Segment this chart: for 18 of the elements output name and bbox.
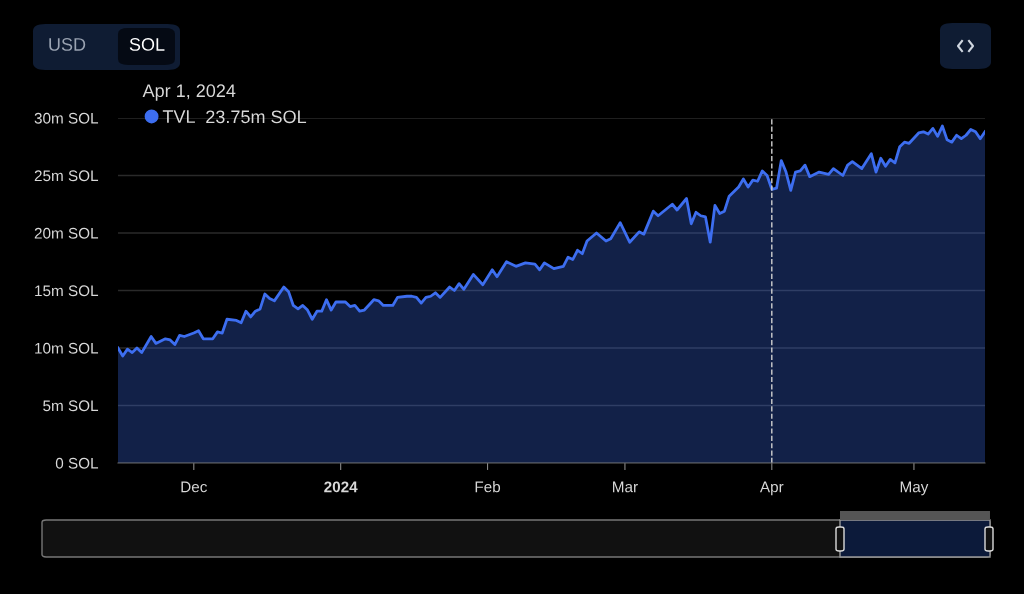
x-tick-label: Dec [181, 481, 207, 493]
x-tick-label: Mar [613, 481, 638, 493]
y-tick-label: 20m SOL [34, 227, 99, 239]
x-tick-label: 2024 [324, 481, 358, 493]
annotation: 23.75m SOL [206, 110, 307, 124]
x-tick-label: Apr [759, 481, 784, 496]
y-tick-label: 10m SOL [35, 342, 99, 354]
x-tick-label: Feb [475, 481, 501, 493]
legend-title: Apr 1, 2024 [142, 84, 236, 101]
legend-label: TVL [162, 110, 195, 123]
x-tick-label: May [900, 481, 929, 496]
y-tick-label: 0 SOL [55, 457, 99, 469]
y-tick-label: 30m SOL [34, 112, 99, 124]
y-tick-label: 5m SOL [43, 400, 99, 412]
y-tick-label: 15m SOL [35, 285, 99, 297]
y-tick-label: 25m SOL [34, 170, 99, 182]
text: SOL [129, 38, 165, 51]
text: USD [49, 38, 86, 51]
